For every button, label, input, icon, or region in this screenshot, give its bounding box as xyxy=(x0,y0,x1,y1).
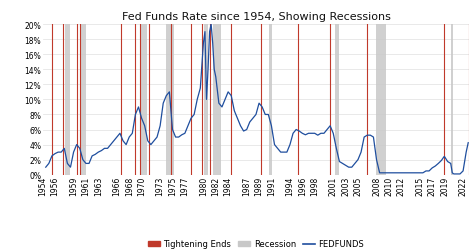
Bar xyxy=(204,25,208,175)
Bar xyxy=(213,25,221,175)
Bar xyxy=(82,25,86,175)
Legend: Tightening Ends, Recession, FEDFUNDS: Tightening Ends, Recession, FEDFUNDS xyxy=(144,236,368,250)
Title: Fed Funds Rate since 1954, Showing Recessions: Fed Funds Rate since 1954, Showing Reces… xyxy=(121,12,391,22)
Bar xyxy=(451,25,453,175)
Bar xyxy=(166,25,173,175)
Bar xyxy=(65,25,71,175)
Bar xyxy=(141,25,147,175)
Bar xyxy=(376,25,386,175)
Bar xyxy=(335,25,339,175)
Bar xyxy=(269,25,273,175)
